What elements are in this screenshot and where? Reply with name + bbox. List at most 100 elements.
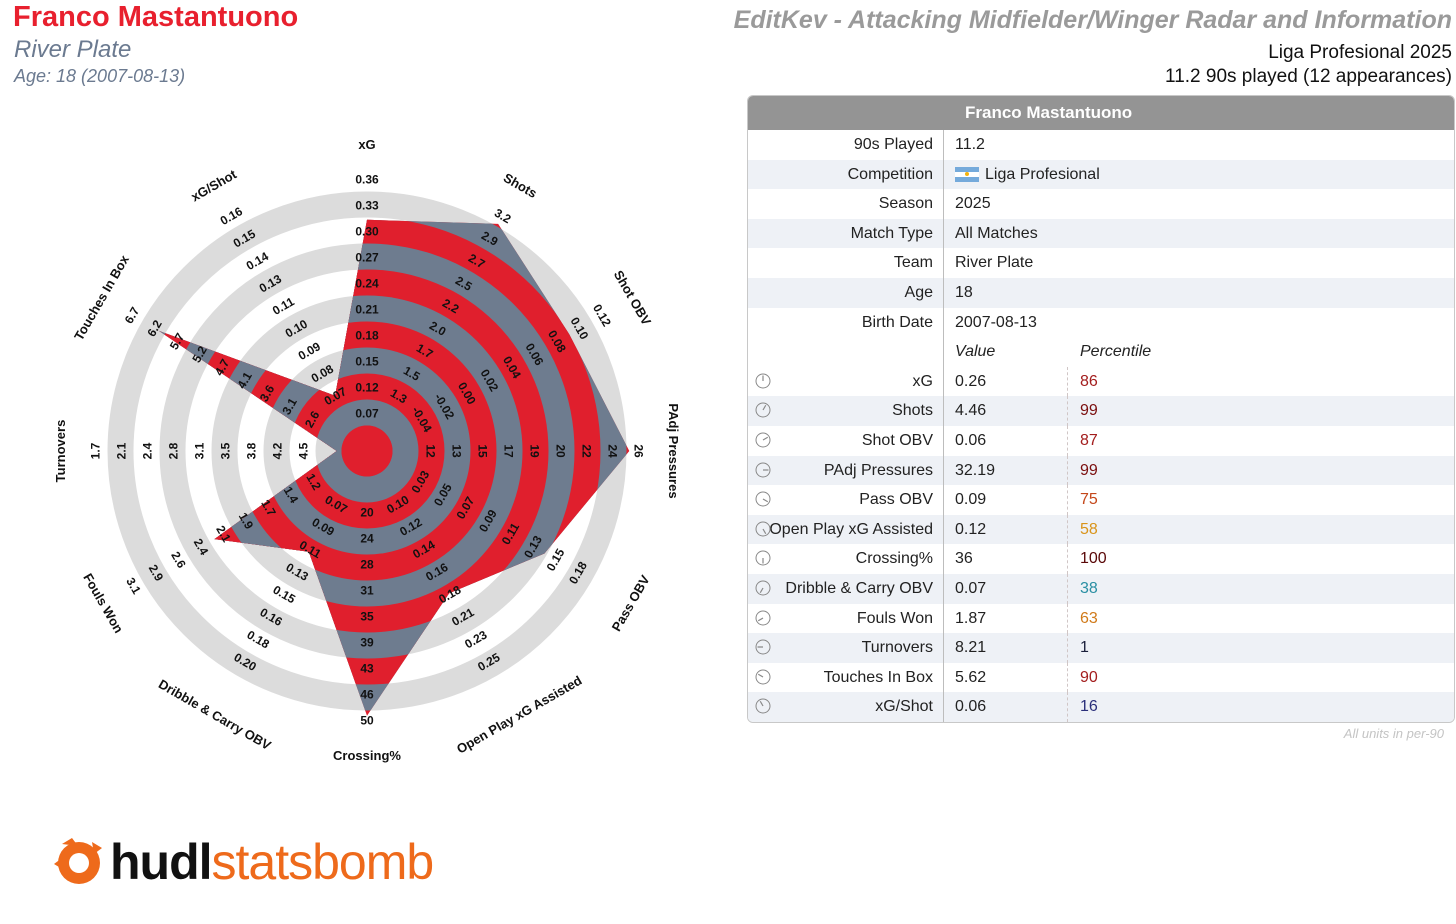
stat-value: 0.06 bbox=[944, 425, 1068, 456]
axis-tick-label: 1.7 bbox=[89, 442, 103, 459]
info-label: Season bbox=[748, 189, 944, 219]
stat-percentile: 75 bbox=[1080, 491, 1098, 509]
stat-value: 32.19 bbox=[944, 455, 1068, 486]
stat-percentile: 38 bbox=[1080, 579, 1098, 597]
stat-row: Open Play xG Assisted 0.12 58 bbox=[748, 514, 1454, 545]
axis-tick-label: 0.21 bbox=[355, 303, 379, 317]
logo-text-statsbomb: statsbomb bbox=[211, 834, 435, 890]
stat-row: xG/Shot 0.06 16 bbox=[748, 692, 1454, 722]
info-row: Age 18 bbox=[748, 277, 1454, 308]
gauge-icon bbox=[755, 373, 771, 389]
info-label: Birth Date bbox=[748, 307, 944, 338]
stat-percentile: 16 bbox=[1080, 698, 1098, 716]
stat-percentile: 63 bbox=[1080, 609, 1098, 627]
stat-label: Shot OBV bbox=[748, 425, 944, 456]
stat-row: Touches In Box 5.62 90 bbox=[748, 662, 1454, 693]
gauge-icon bbox=[755, 432, 771, 448]
report-title: EditKev - Attacking Midfielder/Winger Ra… bbox=[733, 6, 1452, 34]
axis-label: Fouls Won bbox=[80, 571, 126, 636]
hudl-statsbomb-logo: hudl statsbomb bbox=[52, 833, 435, 891]
stat-label: Fouls Won bbox=[748, 603, 944, 634]
stat-row: Shot OBV 0.06 87 bbox=[748, 425, 1454, 456]
gauge-icon bbox=[755, 550, 771, 566]
axis-tick-label: 0.12 bbox=[355, 381, 379, 395]
info-label: 90s Played bbox=[748, 130, 944, 160]
stat-row: PAdj Pressures 32.19 99 bbox=[748, 455, 1454, 486]
gauge-icon bbox=[755, 462, 771, 478]
axis-tick-label: 0.33 bbox=[355, 199, 379, 213]
stat-row: Fouls Won 1.87 63 bbox=[748, 603, 1454, 634]
gauge-icon bbox=[755, 639, 771, 655]
stat-row: Turnovers 8.21 1 bbox=[748, 633, 1454, 663]
info-label: Match Type bbox=[748, 218, 944, 249]
value-column-header: Value bbox=[955, 343, 996, 361]
info-label: Age bbox=[748, 277, 944, 308]
stat-value: 0.09 bbox=[944, 485, 1068, 515]
stat-value: 36 bbox=[944, 544, 1068, 574]
axis-label: Turnovers bbox=[53, 420, 68, 483]
axis-tick-label: 12 bbox=[423, 444, 437, 458]
stat-value: 4.46 bbox=[944, 396, 1068, 426]
axis-tick-label: 3.2 bbox=[492, 206, 514, 227]
stat-value: 5.62 bbox=[944, 662, 1068, 693]
gauge-icon bbox=[755, 610, 771, 625]
axis-tick-label: 26 bbox=[631, 444, 645, 458]
axis-tick-label: 0.07 bbox=[355, 407, 379, 421]
axis-tick-label: 43 bbox=[360, 662, 374, 676]
axis-label: Crossing% bbox=[333, 748, 401, 763]
axis-label: xG/Shot bbox=[188, 166, 239, 204]
stat-percentile: 1 bbox=[1080, 639, 1089, 657]
axis-tick-label: 35 bbox=[360, 610, 374, 624]
info-row: Match Type All Matches bbox=[748, 218, 1454, 249]
competition-line: Liga Profesional 2025 bbox=[1268, 42, 1452, 63]
info-row: Season 2025 bbox=[748, 189, 1454, 219]
axis-label: Shot OBV bbox=[611, 268, 654, 328]
axis-label: Dribble & Carry OBV bbox=[156, 676, 274, 753]
gauge-icon bbox=[755, 521, 771, 537]
axis-tick-label: 5.7 bbox=[167, 330, 188, 352]
player-name: Franco Mastantuono bbox=[13, 1, 299, 33]
stat-label: Dribble & Carry OBV bbox=[748, 573, 944, 604]
stat-percentile: 99 bbox=[1080, 402, 1098, 420]
axis-tick-label: 2.4 bbox=[141, 442, 155, 459]
axis-tick-label: 0.24 bbox=[355, 277, 379, 291]
stat-value: 0.12 bbox=[944, 514, 1068, 545]
info-value: 2007-08-13 bbox=[955, 313, 1037, 331]
stat-percentile: 99 bbox=[1080, 461, 1098, 479]
axis-tick-label: 31 bbox=[360, 584, 374, 598]
stat-value: 0.07 bbox=[944, 573, 1068, 604]
stat-label: PAdj Pressures bbox=[748, 455, 944, 486]
axis-tick-label: 22 bbox=[579, 444, 593, 458]
axis-tick-label: 2.6 bbox=[168, 549, 189, 571]
axis-tick-label: 19 bbox=[527, 444, 541, 458]
stat-percentile: 86 bbox=[1080, 372, 1098, 390]
axis-label: xG bbox=[358, 137, 375, 152]
axis-tick-label: 4.5 bbox=[297, 442, 311, 459]
axis-tick-label: 0.15 bbox=[355, 355, 379, 369]
axis-label: Pass OBV bbox=[609, 572, 653, 634]
stat-label: Open Play xG Assisted bbox=[748, 514, 944, 545]
stat-percentile: 100 bbox=[1080, 550, 1107, 568]
axis-tick-label: 20 bbox=[553, 444, 567, 458]
axis-tick-label: 4.2 bbox=[271, 442, 285, 459]
info-row: 90s Played 11.2 bbox=[748, 130, 1454, 160]
stat-row: Shots 4.46 99 bbox=[748, 396, 1454, 426]
stat-value: 8.21 bbox=[944, 633, 1068, 663]
stat-label: xG/Shot bbox=[748, 692, 944, 722]
axis-tick-label: 3.8 bbox=[245, 442, 259, 459]
axis-label: Touches In Box bbox=[71, 252, 132, 343]
stat-percentile: 90 bbox=[1080, 668, 1098, 686]
statsbomb-logo-icon bbox=[54, 838, 102, 884]
stat-label: Turnovers bbox=[748, 633, 944, 663]
axis-tick-label: 28 bbox=[360, 558, 374, 572]
stat-row: Crossing% 36 100 bbox=[748, 544, 1454, 574]
age-line: Age: 18 (2007-08-13) bbox=[14, 66, 186, 86]
stat-label: Shots bbox=[748, 396, 944, 426]
info-value: Liga Profesional bbox=[944, 160, 1100, 190]
stat-percentile: 87 bbox=[1080, 431, 1098, 449]
axis-tick-label: 24 bbox=[360, 532, 374, 546]
axis-tick-label: 17 bbox=[501, 444, 515, 458]
info-row: Competition Liga Profesional bbox=[748, 159, 1454, 190]
info-value: River Plate bbox=[955, 254, 1034, 272]
info-value: All Matches bbox=[955, 224, 1038, 242]
